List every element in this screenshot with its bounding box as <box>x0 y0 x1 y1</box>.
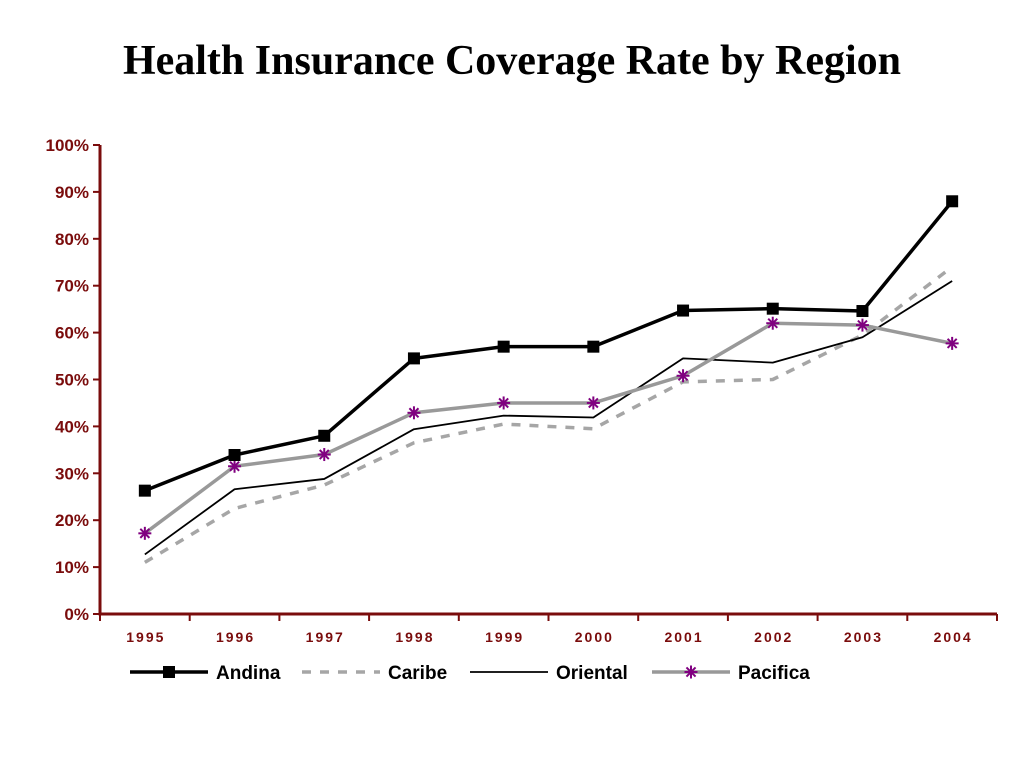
data-point-andina <box>497 340 510 353</box>
data-point-pacifica <box>676 369 690 383</box>
legend-label: Andina <box>216 663 281 684</box>
y-tick-label: 30% <box>55 464 89 483</box>
legend-item-andina: Andina <box>130 663 281 684</box>
chart-axes <box>98 145 997 616</box>
y-tick-label: 0% <box>64 605 89 624</box>
y-tick-label: 10% <box>55 558 89 577</box>
data-point-pacifica <box>497 396 511 410</box>
x-tick-label: 1996 <box>216 629 255 645</box>
data-point-andina <box>856 305 869 318</box>
data-point-andina <box>318 429 331 442</box>
x-tick-label: 1998 <box>395 629 434 645</box>
data-point-andina <box>407 352 420 365</box>
data-point-andina <box>766 302 779 315</box>
x-tick-label: 1995 <box>126 629 165 645</box>
data-point-pacifica <box>138 526 152 540</box>
legend-item-pacifica: Pacifica <box>652 663 810 684</box>
data-point-pacifica <box>766 316 780 330</box>
data-point-pacifica <box>855 318 869 332</box>
legend-item-caribe: Caribe <box>302 663 447 684</box>
y-tick-label: 40% <box>55 417 89 436</box>
series-line-oriental <box>144 280 953 556</box>
data-point-pacifica <box>945 336 959 350</box>
data-point-andina <box>228 449 241 462</box>
series-layer <box>138 195 959 564</box>
data-point-pacifica <box>228 459 242 473</box>
data-point-andina <box>138 484 151 497</box>
x-axis-ticks: 1995 1996 1997 1998 1999 2000 2001 2002 2003 2004 <box>99 614 998 645</box>
data-point-andina <box>946 195 959 208</box>
y-tick-label: 20% <box>55 511 89 530</box>
y-tick-label: 100% <box>46 136 89 155</box>
data-point-pacifica <box>586 396 600 410</box>
legend-marker <box>163 666 175 678</box>
y-tick-label: 50% <box>55 371 89 390</box>
y-axis-ticks: 0% 10% 20% 30% 40% 50% 60% 70% 80% 90% 100% <box>46 136 100 624</box>
y-tick-label: 60% <box>55 324 89 343</box>
series-andina <box>138 195 959 497</box>
series-line-caribe <box>143 265 954 564</box>
x-tick-label: 2000 <box>575 629 614 645</box>
data-point-andina <box>587 340 600 353</box>
series-caribe <box>143 265 954 564</box>
x-tick-label: 2003 <box>844 629 883 645</box>
y-tick-label: 90% <box>55 183 89 202</box>
data-point-andina <box>677 304 690 317</box>
series-line-andina <box>144 200 954 493</box>
legend-item-oriental: Oriental <box>470 663 628 684</box>
series-oriental <box>144 280 953 556</box>
legend-label: Caribe <box>388 663 447 684</box>
data-point-pacifica <box>317 448 331 462</box>
data-point-pacifica <box>407 406 421 420</box>
legend-marker <box>684 665 698 679</box>
series-line-pacifica <box>143 321 953 535</box>
legend-label: Pacifica <box>738 663 810 684</box>
x-tick-label: 1997 <box>306 629 345 645</box>
x-tick-label: 2004 <box>934 629 973 645</box>
legend: Andina Caribe Oriental Pacifica <box>130 663 810 684</box>
x-tick-label: 1999 <box>485 629 524 645</box>
x-tick-label: 2001 <box>664 629 703 645</box>
series-pacifica <box>138 316 959 540</box>
chart-title: Health Insurance Coverage Rate by Region <box>122 38 902 84</box>
x-tick-label: 2002 <box>754 629 793 645</box>
y-tick-label: 80% <box>55 230 89 249</box>
y-tick-label: 70% <box>55 277 89 296</box>
legend-label: Oriental <box>556 663 628 684</box>
